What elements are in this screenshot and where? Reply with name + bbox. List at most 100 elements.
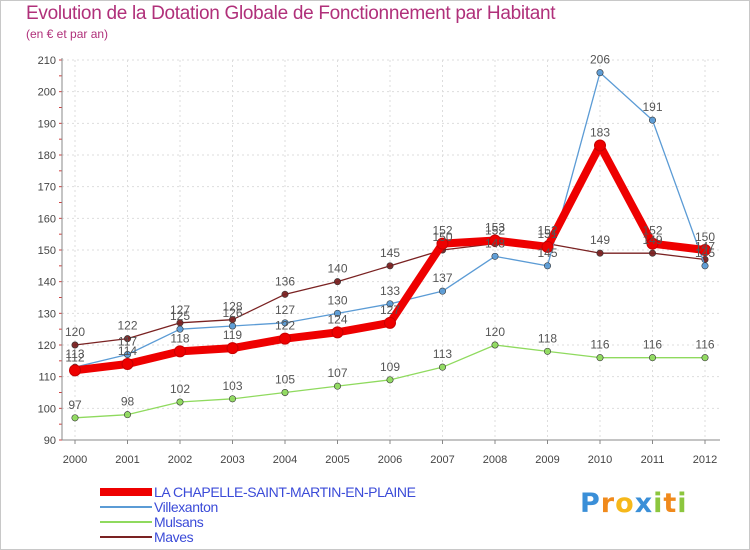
data-label: 113 xyxy=(65,347,84,361)
data-point xyxy=(176,398,184,406)
data-point xyxy=(491,252,499,260)
data-label: 191 xyxy=(642,100,662,114)
data-label: 128 xyxy=(222,300,242,314)
data-point xyxy=(124,350,132,358)
data-label: 149 xyxy=(590,233,610,247)
data-label: 150 xyxy=(695,230,715,244)
data-point xyxy=(386,262,394,270)
data-point xyxy=(386,376,394,384)
data-point xyxy=(124,411,132,419)
data-label: 206 xyxy=(590,53,610,67)
data-point xyxy=(281,319,289,327)
x-tick-label: 2007 xyxy=(430,454,454,466)
data-point xyxy=(543,347,551,355)
data-point xyxy=(333,278,341,286)
data-point xyxy=(279,332,291,345)
data-point xyxy=(438,363,446,371)
data-label: 149 xyxy=(642,233,662,247)
data-label: 126 xyxy=(222,306,242,320)
data-label: 152 xyxy=(485,224,505,238)
data-point xyxy=(386,300,394,308)
data-point xyxy=(174,345,186,358)
data-label: 145 xyxy=(380,246,400,260)
data-label: 113 xyxy=(433,347,452,361)
y-tick-label: 110 xyxy=(38,372,56,384)
data-label: 124 xyxy=(327,312,347,326)
data-label: 133 xyxy=(380,284,400,298)
legend-swatch xyxy=(100,488,152,496)
data-label: 152 xyxy=(642,224,662,238)
data-label: 125 xyxy=(170,309,190,323)
y-tick-label: 160 xyxy=(38,213,56,225)
data-point xyxy=(71,414,79,422)
data-point xyxy=(333,309,341,317)
legend-swatch xyxy=(100,536,152,538)
y-tick-label: 130 xyxy=(38,308,56,320)
data-label: 120 xyxy=(65,325,85,339)
data-point xyxy=(596,354,604,362)
data-label: 105 xyxy=(275,373,295,387)
data-label: 112 xyxy=(65,350,84,364)
data-point xyxy=(384,316,396,329)
chart-subtitle: (en € et par an) xyxy=(26,27,109,41)
y-tick-label: 170 xyxy=(38,182,56,194)
data-label: 152 xyxy=(432,224,452,238)
y-tick-label: 210 xyxy=(38,55,56,67)
data-label: 103 xyxy=(222,379,242,393)
data-label: 116 xyxy=(695,338,714,352)
data-label: 127 xyxy=(275,303,295,317)
data-label: 120 xyxy=(485,325,505,339)
data-label: 150 xyxy=(432,230,452,244)
data-label: 152 xyxy=(537,224,557,238)
y-tick-label: 140 xyxy=(38,277,56,289)
data-label: 114 xyxy=(118,344,137,358)
data-label: 116 xyxy=(590,338,609,352)
x-tick-label: 2009 xyxy=(535,454,559,466)
x-tick-label: 2006 xyxy=(378,454,402,466)
data-label: 130 xyxy=(327,293,347,307)
brand-letter: r xyxy=(600,488,616,519)
data-label: 148 xyxy=(485,236,505,250)
data-label: 116 xyxy=(643,338,662,352)
data-point xyxy=(491,341,499,349)
legend-swatch xyxy=(100,506,152,508)
data-label: 118 xyxy=(538,331,557,345)
x-tick-label: 2000 xyxy=(63,454,87,466)
brand-letter: o xyxy=(615,488,635,519)
data-point xyxy=(701,354,709,362)
data-point xyxy=(331,326,344,339)
data-point xyxy=(596,249,604,257)
data-label: 147 xyxy=(695,240,715,254)
data-point xyxy=(176,325,184,333)
legend-label: Mulsans xyxy=(154,514,204,530)
data-label: 98 xyxy=(121,395,135,409)
data-label: 97 xyxy=(68,398,82,412)
x-tick-label: 2010 xyxy=(588,454,612,466)
x-tick-label: 2001 xyxy=(115,454,139,466)
proxiti-logo: Proxiti xyxy=(580,488,688,519)
y-tick-label: 90 xyxy=(44,435,56,447)
data-label: 117 xyxy=(118,335,137,349)
x-tick-label: 2008 xyxy=(483,454,507,466)
data-label: 122 xyxy=(117,319,137,333)
x-tick-label: 2003 xyxy=(220,454,244,466)
data-label: 145 xyxy=(695,246,715,260)
data-point xyxy=(281,388,289,396)
brand-letter: i xyxy=(677,488,688,519)
brand-letter: i xyxy=(653,488,664,519)
y-tick-label: 100 xyxy=(38,403,56,415)
data-point xyxy=(701,262,709,270)
data-point xyxy=(69,364,81,377)
data-label: 136 xyxy=(275,274,295,288)
data-label: 109 xyxy=(380,360,400,374)
legend-label: Villexanton xyxy=(154,499,218,515)
data-label: 153 xyxy=(485,221,505,235)
x-tick-label: 2005 xyxy=(325,454,349,466)
data-label: 145 xyxy=(537,246,557,260)
data-label: 140 xyxy=(327,262,347,276)
x-tick-label: 2004 xyxy=(273,454,297,466)
data-point xyxy=(541,240,554,253)
data-point xyxy=(121,358,134,370)
data-label: 119 xyxy=(223,328,242,342)
